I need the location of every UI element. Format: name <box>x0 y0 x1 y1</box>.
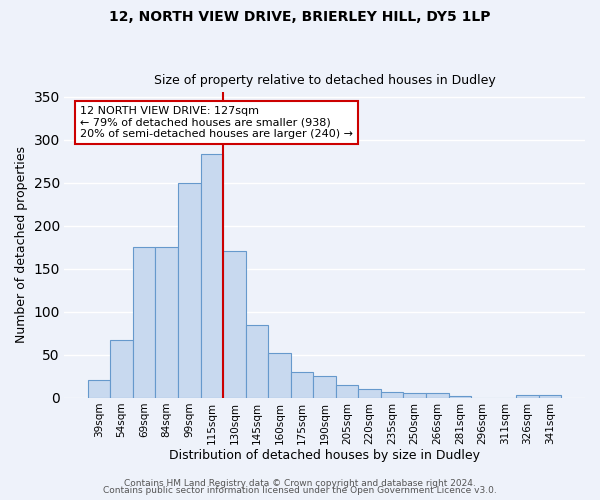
Text: Contains HM Land Registry data © Crown copyright and database right 2024.: Contains HM Land Registry data © Crown c… <box>124 478 476 488</box>
Bar <box>133 247 155 398</box>
Bar <box>516 395 539 398</box>
Bar <box>336 385 358 398</box>
Bar <box>381 392 403 398</box>
Text: Contains public sector information licensed under the Open Government Licence v3: Contains public sector information licen… <box>103 486 497 495</box>
X-axis label: Distribution of detached houses by size in Dudley: Distribution of detached houses by size … <box>169 450 480 462</box>
Title: Size of property relative to detached houses in Dudley: Size of property relative to detached ho… <box>154 74 496 87</box>
Bar <box>178 182 200 398</box>
Bar <box>223 252 245 398</box>
Bar <box>88 380 110 398</box>
Bar <box>155 247 178 398</box>
Bar <box>291 372 313 398</box>
Bar <box>313 376 336 398</box>
Bar <box>426 394 449 398</box>
Bar <box>200 154 223 398</box>
Bar <box>403 394 426 398</box>
Bar <box>539 395 562 398</box>
Text: 12 NORTH VIEW DRIVE: 127sqm
← 79% of detached houses are smaller (938)
20% of se: 12 NORTH VIEW DRIVE: 127sqm ← 79% of det… <box>80 106 353 140</box>
Bar <box>110 340 133 398</box>
Bar <box>245 324 268 398</box>
Text: 12, NORTH VIEW DRIVE, BRIERLEY HILL, DY5 1LP: 12, NORTH VIEW DRIVE, BRIERLEY HILL, DY5… <box>109 10 491 24</box>
Bar <box>268 353 291 398</box>
Bar <box>358 389 381 398</box>
Y-axis label: Number of detached properties: Number of detached properties <box>15 146 28 344</box>
Bar <box>449 396 471 398</box>
